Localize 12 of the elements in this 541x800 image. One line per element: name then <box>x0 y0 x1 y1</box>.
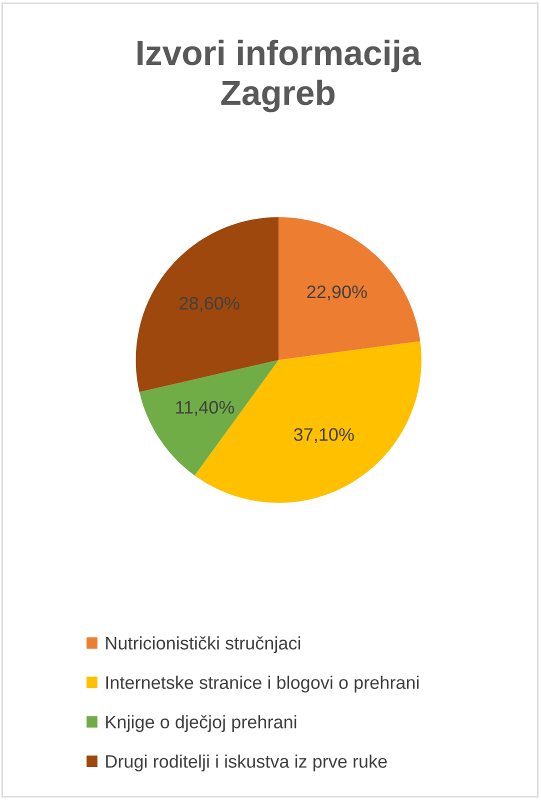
pie-slice <box>136 217 279 392</box>
data-label: 28,60% <box>180 296 240 312</box>
data-label: 22,90% <box>307 285 367 300</box>
legend-label: Drugi roditelji i iskustva iz prve ruke <box>106 754 387 772</box>
data-label: 37,10% <box>294 428 354 444</box>
pie-slice <box>139 360 279 476</box>
legend-label: Nutricionistički stručnjaci <box>106 636 300 654</box>
chart-title: Izvori informacija Zagreb <box>138 40 422 112</box>
pie-slice <box>278 217 420 360</box>
data-label: 11,40% <box>176 400 234 416</box>
legend-label: Internetske stranice i blogovi o prehrani <box>106 676 419 693</box>
legend-label: Knjige o dječjoj prehrani <box>106 715 296 732</box>
